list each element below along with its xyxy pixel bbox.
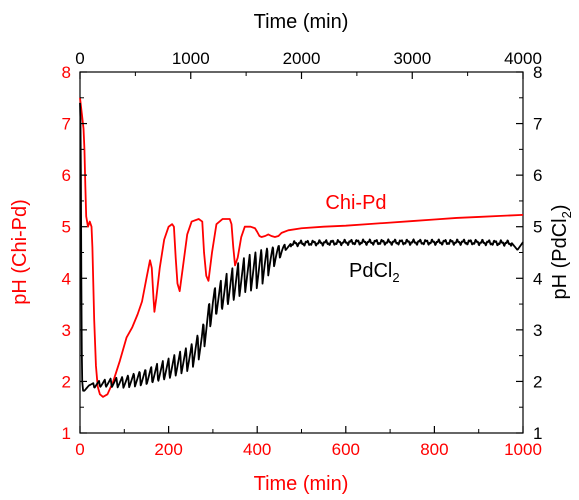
left-tick-label: 4 [62,269,71,288]
series-label-pdcl2-sub: 2 [392,270,399,285]
top-tick-label: 1000 [172,49,210,68]
bottom-tick-label: 0 [75,440,84,459]
left-tick-label: 5 [62,218,71,237]
right-tick-label: 3 [533,321,542,340]
top-tick-label: 2000 [283,49,321,68]
right-tick-label: 7 [533,115,542,134]
left-tick-label: 1 [62,424,71,443]
top-tick-label: 0 [75,49,84,68]
bottom-tick-label: 800 [420,440,448,459]
left-tick-label: 7 [62,115,71,134]
series-label-chi-pd: Chi-Pd [325,192,386,214]
left-tick-label: 6 [62,166,71,185]
right-tick-label: 8 [533,63,542,82]
series-line-pdcl2 [79,102,524,392]
left-tick-label: 2 [62,372,71,391]
right-axis-title-end: ) [549,204,571,211]
tick-layer: 0 200 400 600 800 1000 0 1000 2000 3000 4000 1 2 3 4 5 6… [62,49,543,459]
right-tick-label: 2 [533,372,542,391]
series-label-pdcl2-main: PdCl [349,260,392,282]
bottom-tick-label: 1000 [504,440,542,459]
right-tick-label: 5 [533,218,542,237]
bottom-axis-title: Time (min) [254,473,349,495]
bottom-tick-label: 400 [243,440,271,459]
bottom-tick-label: 600 [332,440,360,459]
right-axis-title-main: pH (PdCl [549,218,571,299]
right-axis-title: pH (PdCl2) [549,204,574,299]
right-tick-label: 1 [533,424,542,443]
top-tick-label: 3000 [393,49,431,68]
left-tick-label: 8 [62,63,71,82]
top-axis-title: Time (min) [254,11,349,33]
right-tick-label: 4 [533,269,542,288]
left-tick-label: 3 [62,321,71,340]
series-label-pdcl2: PdCl2 [349,260,400,285]
left-axis-title: pH (Chi-Pd) [9,199,31,305]
right-axis-title-sub: 2 [559,211,574,218]
series-layer [79,97,524,398]
top-tick-label: 4000 [504,49,542,68]
right-tick-label: 6 [533,166,542,185]
series-line-chi-pd [79,97,524,398]
bottom-tick-label: 200 [154,440,182,459]
